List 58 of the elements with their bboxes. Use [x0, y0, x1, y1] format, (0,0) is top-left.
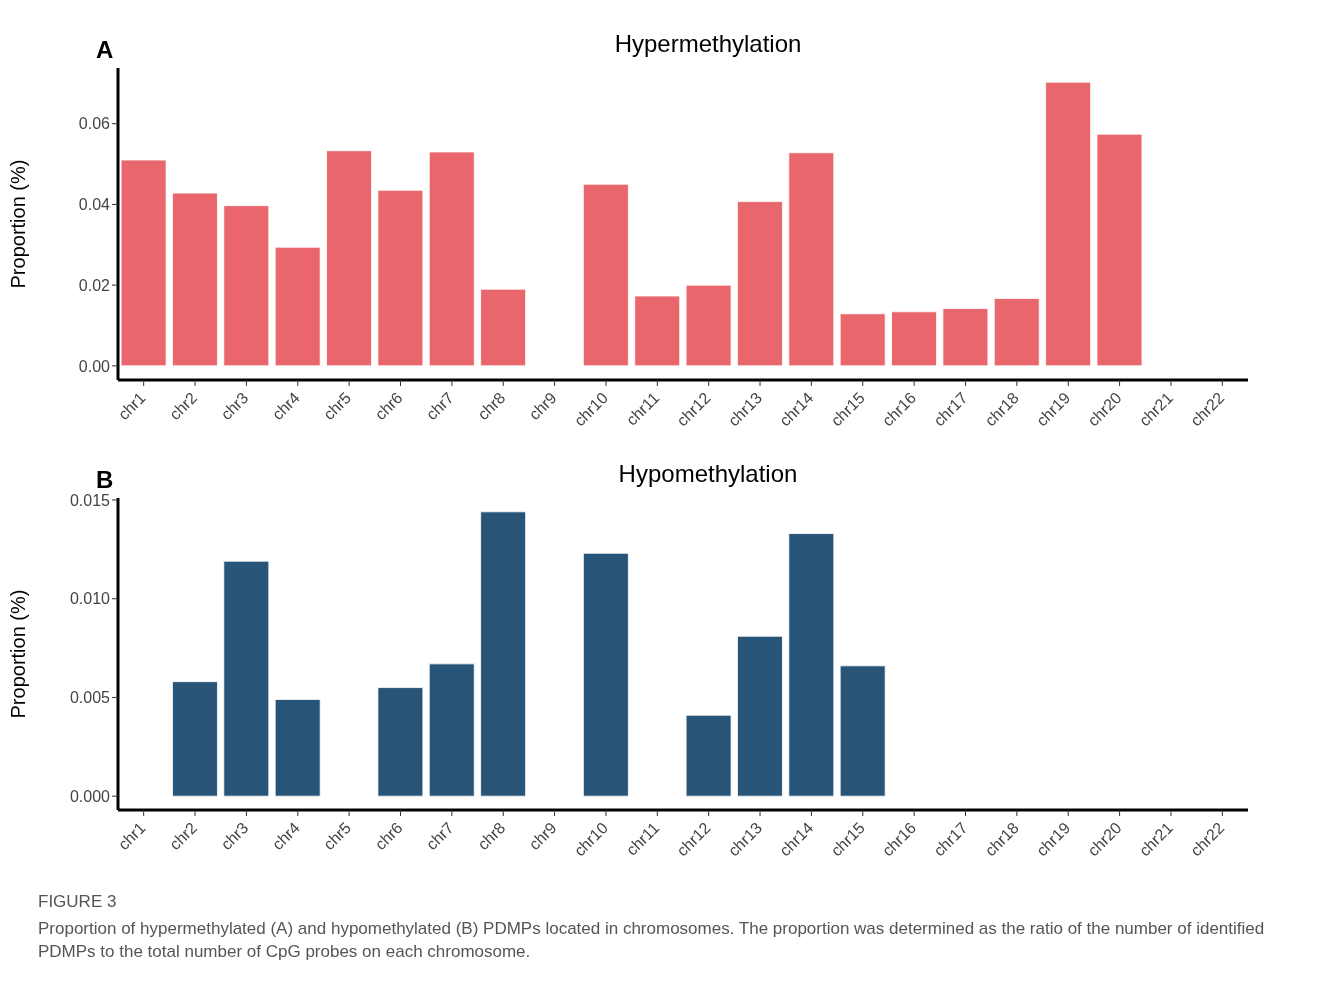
x-tick-label: chr8 — [474, 819, 509, 854]
y-tick-label: 0.015 — [69, 491, 111, 509]
bar — [1045, 81, 1092, 367]
x-tick-label: chr6 — [371, 389, 406, 424]
y-tick-label: 0.010 — [69, 590, 111, 608]
bar — [891, 311, 937, 367]
bar — [582, 183, 629, 367]
x-tick-label: chr1 — [114, 389, 149, 424]
x-tick-label: chr9 — [525, 819, 560, 854]
bar — [172, 192, 218, 367]
y-tick-label: 0.04 — [78, 196, 111, 214]
bar — [942, 308, 989, 367]
bar — [274, 699, 321, 797]
bar — [839, 313, 886, 367]
y-tick-label: 0.00 — [78, 357, 111, 375]
x-tick-label: chr1 — [114, 819, 149, 854]
bar — [377, 189, 424, 367]
bar — [582, 552, 629, 797]
bar — [120, 159, 167, 367]
y-axis-title: Proportion (%) — [7, 589, 30, 719]
bar — [480, 288, 527, 367]
x-tick-label: chr2 — [166, 819, 201, 854]
y-tick-label: 0.02 — [78, 276, 111, 294]
x-tick-label: chr9 — [525, 389, 560, 424]
text: B — [96, 466, 114, 494]
bar — [737, 201, 783, 367]
chart-title: Hypermethylation — [613, 30, 803, 59]
bar — [788, 533, 835, 797]
y-axis-title: Proportion (%) — [7, 159, 30, 289]
x-tick-label: chr6 — [371, 819, 406, 854]
bar — [172, 681, 218, 797]
bar — [634, 295, 681, 367]
caption: FIGURE 3 — [38, 891, 118, 913]
bar — [428, 663, 475, 797]
bar — [788, 152, 835, 367]
bar — [1096, 133, 1143, 367]
bar — [737, 635, 783, 797]
bar — [428, 151, 475, 367]
x-tick-label: chr3 — [217, 819, 252, 854]
bar — [377, 687, 424, 797]
bar — [480, 511, 527, 797]
bar — [685, 714, 732, 797]
text: A — [96, 36, 114, 64]
bar — [274, 246, 321, 367]
chart-title: Hypomethylation — [617, 460, 799, 489]
bar — [685, 284, 732, 367]
text: Proportion of hypermethylated (A) and hypomethylated (B) PDMPs located in chromosomes. The proportion was determined as the ratio of the number of identified PDMPs to the total number of CpG probes on each chromosome. — [38, 918, 1266, 963]
bar — [223, 205, 270, 367]
y-tick-label: 0.000 — [69, 787, 111, 805]
bar — [326, 150, 372, 367]
bar — [223, 560, 270, 797]
x-tick-label: chr2 — [166, 389, 201, 424]
x-tick-label: chr8 — [474, 389, 509, 424]
bar — [993, 298, 1040, 367]
x-tick-label: chr3 — [217, 389, 252, 424]
bar — [839, 665, 886, 797]
y-tick-label: 0.06 — [78, 115, 111, 133]
y-tick-label: 0.005 — [69, 689, 111, 707]
